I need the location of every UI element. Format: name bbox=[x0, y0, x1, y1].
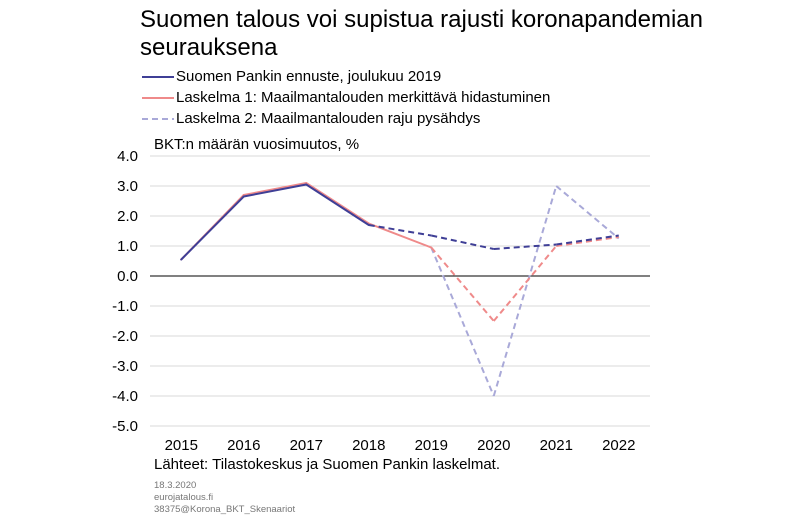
legend-swatch-baseline bbox=[142, 75, 174, 78]
y-axis-unit-label: BKT:n määrän vuosimuutos, % bbox=[154, 136, 360, 153]
legend-label-scenario1: Laskelma 1: Maailmantalouden merkittävä … bbox=[176, 89, 551, 106]
y-tick-label: -5.0 bbox=[112, 418, 138, 435]
y-tick-label: 0.0 bbox=[117, 268, 138, 285]
series-scenario1-segment bbox=[305, 182, 370, 225]
series-baseline-segment bbox=[180, 195, 245, 261]
y-tick-label: -1.0 bbox=[112, 298, 138, 315]
y-tick-label: 3.0 bbox=[117, 178, 138, 195]
series-scenario1-segment bbox=[556, 236, 619, 247]
footer-date: 18.3.2020 bbox=[154, 480, 197, 491]
series-scenario1-segment bbox=[430, 246, 495, 322]
series-scenario1-segment bbox=[367, 222, 433, 249]
legend-item-scenario2: Laskelma 2: Maailmantalouden raju pysähd… bbox=[140, 108, 550, 129]
series-scenario2-segment bbox=[492, 185, 558, 397]
x-tick-label: 2017 bbox=[290, 437, 323, 454]
y-tick-label: 1.0 bbox=[117, 238, 138, 255]
series-scenario2-segment bbox=[430, 247, 495, 397]
footer: 18.3.2020 eurojatalous.fi 38375@Korona_B… bbox=[154, 480, 295, 516]
x-tick-label: 2016 bbox=[227, 437, 260, 454]
series-baseline-segment bbox=[305, 183, 370, 226]
source-note: Lähteet: Tilastokeskus ja Suomen Pankin … bbox=[154, 456, 501, 473]
chart-title: Suomen talous voi supistua rajusti koron… bbox=[140, 6, 704, 61]
x-tick-label: 2018 bbox=[352, 437, 385, 454]
y-tick-label: -3.0 bbox=[112, 358, 138, 375]
y-tick-label: -2.0 bbox=[112, 328, 138, 345]
x-tick-label: 2020 bbox=[477, 437, 510, 454]
series-scenario1-segment bbox=[242, 182, 308, 196]
x-tick-label: 2019 bbox=[415, 437, 448, 454]
footer-code: 38375@Korona_BKT_Skenaariot bbox=[154, 504, 296, 515]
series-scenario2-segment bbox=[555, 185, 620, 240]
y-tick-label: 2.0 bbox=[117, 208, 138, 225]
series-baseline-segment bbox=[242, 183, 308, 198]
legend-swatch-scenario1 bbox=[142, 96, 174, 99]
legend-label-scenario2: Laskelma 2: Maailmantalouden raju pysähd… bbox=[176, 110, 481, 127]
series-baseline-segment bbox=[556, 234, 619, 246]
legend-item-baseline: Suomen Pankin ennuste, joulukuu 2019 bbox=[140, 66, 550, 87]
series-baseline-segment bbox=[431, 234, 494, 250]
x-tick-label: 2022 bbox=[602, 437, 635, 454]
legend-swatch-scenario2 bbox=[142, 117, 174, 120]
y-tick-label: -4.0 bbox=[112, 388, 138, 405]
series-scenario1-segment bbox=[492, 245, 558, 322]
x-tick-label: 2015 bbox=[165, 437, 198, 454]
footer-site: eurojatalous.fi bbox=[154, 492, 214, 503]
y-tick-label: 4.0 bbox=[117, 148, 138, 165]
chart-legend: Suomen Pankin ennuste, joulukuu 2019 Las… bbox=[140, 66, 550, 129]
series-baseline-segment bbox=[493, 243, 557, 250]
legend-item-scenario1: Laskelma 1: Maailmantalouden merkittävä … bbox=[140, 87, 550, 108]
x-tick-label: 2021 bbox=[540, 437, 573, 454]
series-baseline-segment bbox=[368, 224, 432, 237]
legend-label-baseline: Suomen Pankin ennuste, joulukuu 2019 bbox=[176, 68, 442, 85]
